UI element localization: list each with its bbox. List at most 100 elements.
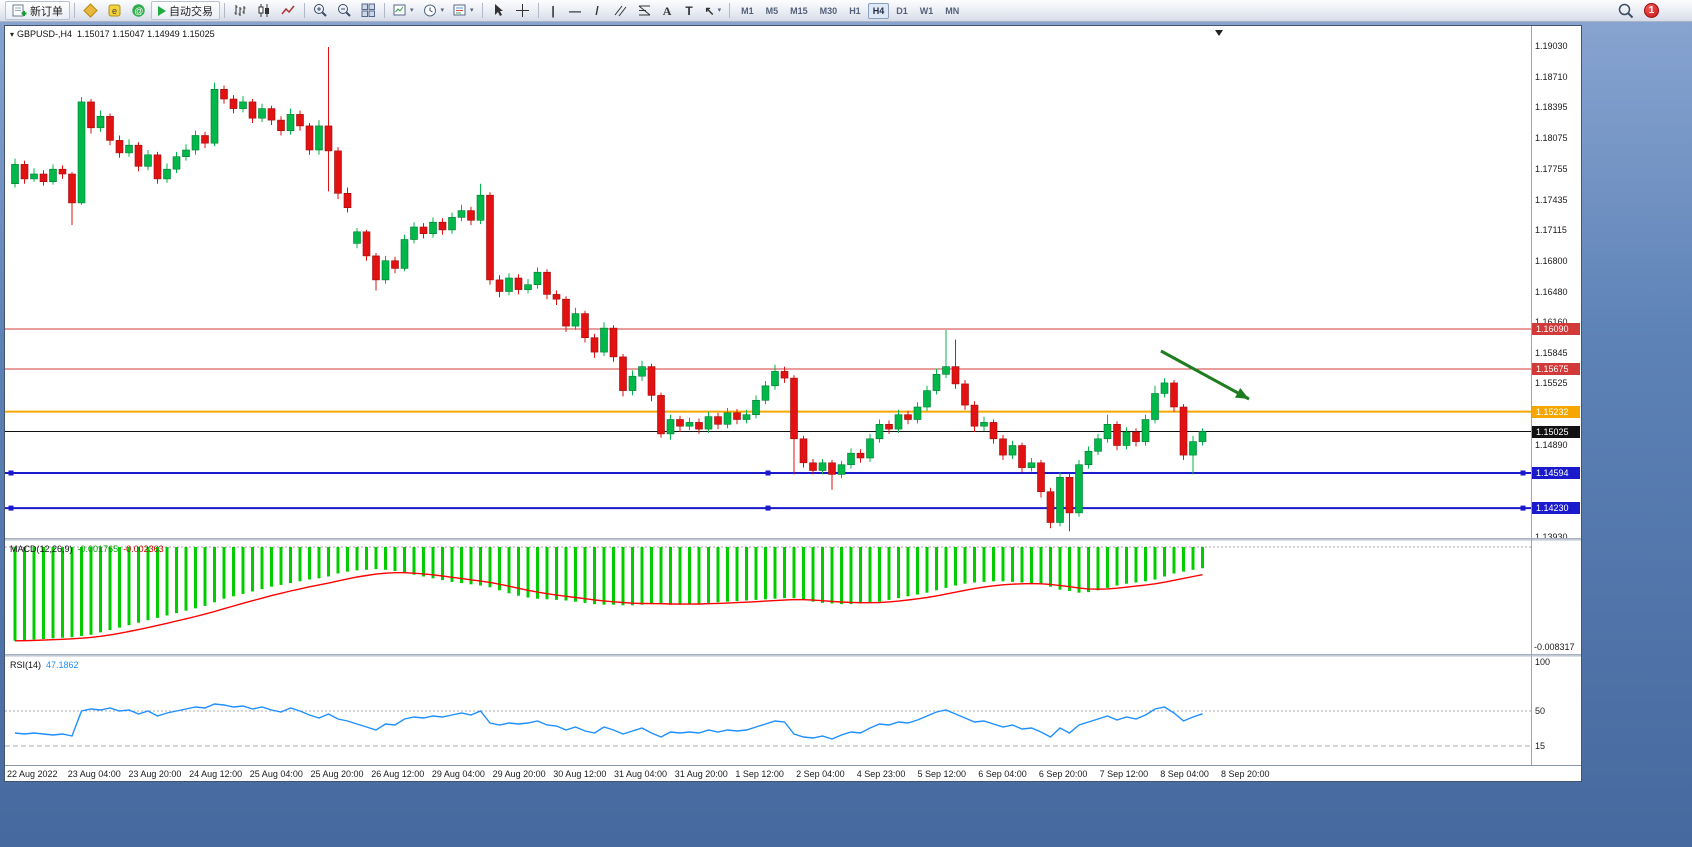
new-order-label: 新订单 bbox=[30, 5, 63, 18]
price-axis-label: 1.15525 bbox=[1535, 378, 1568, 389]
arrows-button[interactable]: ↖ ▾ bbox=[701, 1, 726, 20]
price-axis-label: 1.18075 bbox=[1535, 132, 1568, 143]
search-icon[interactable] bbox=[1618, 3, 1634, 19]
toolbar-right-group: 1 bbox=[1618, 3, 1687, 19]
new-order-icon bbox=[12, 4, 27, 17]
fibonacci-icon bbox=[638, 5, 650, 16]
time-axis-label: 25 Aug 04:00 bbox=[249, 769, 303, 779]
zoom-in-button[interactable] bbox=[309, 1, 332, 20]
line-chart-icon bbox=[281, 5, 295, 15]
timeframe-m5-button[interactable]: M5 bbox=[765, 5, 779, 16]
price-axis-label: 1.13930 bbox=[1535, 531, 1568, 538]
text-button[interactable]: A bbox=[657, 1, 678, 20]
autotrading-label: 自动交易 bbox=[169, 5, 213, 18]
fibonacci-button[interactable] bbox=[633, 1, 656, 20]
expert-advisors-button[interactable] bbox=[79, 1, 102, 20]
vertical-line-icon: | bbox=[551, 3, 555, 18]
cursor-button[interactable] bbox=[487, 1, 510, 20]
price-marker: 1.14230 bbox=[1532, 502, 1580, 515]
horizontal-line-button[interactable]: — bbox=[565, 1, 586, 20]
community-icon: @ bbox=[132, 4, 145, 17]
channel-button[interactable] bbox=[609, 1, 632, 20]
dropdown-caret-icon: ▾ bbox=[410, 7, 414, 14]
time-axis-label: 6 Sep 20:00 bbox=[1038, 769, 1088, 779]
indicators-button[interactable]: ▾ bbox=[449, 1, 478, 20]
timeframe-h4-button[interactable]: H4 bbox=[867, 2, 890, 19]
candlestick-chart-button[interactable] bbox=[253, 1, 276, 20]
trendline-button[interactable]: / bbox=[587, 1, 608, 20]
chart-window: ▾ GBPUSD-,H4 1.15017 1.15047 1.14949 1.15… bbox=[4, 25, 1582, 782]
price-axis-label: 1.17115 bbox=[1535, 225, 1567, 236]
macd-signal-value: -0.002363 bbox=[123, 544, 164, 554]
toolbar-separator bbox=[729, 3, 731, 18]
timeframe-w1-button[interactable]: W1 bbox=[919, 5, 934, 16]
panel-splitter[interactable] bbox=[5, 538, 1581, 541]
svg-text:e: e bbox=[112, 6, 117, 16]
price-axis-label: 1.14890 bbox=[1535, 439, 1568, 450]
bar-chart-button[interactable] bbox=[229, 1, 252, 20]
zoom-out-icon bbox=[338, 4, 351, 17]
price-axis-label: 1.16800 bbox=[1535, 255, 1568, 266]
price-axis-label: 1.15845 bbox=[1535, 347, 1568, 358]
timeframe-group: M1 M5 M15 M30 H1 H4 D1 W1 MN bbox=[736, 2, 964, 19]
expert-advisors-icon bbox=[83, 3, 98, 18]
rsi-chart-canvas[interactable] bbox=[5, 657, 1531, 765]
cursor-icon bbox=[494, 4, 503, 16]
line-chart-button[interactable] bbox=[277, 1, 300, 20]
macd-name: MACD(12,26,9) bbox=[10, 544, 73, 554]
community-button[interactable]: @ bbox=[127, 1, 150, 20]
new-order-button[interactable]: 新订单 bbox=[5, 1, 70, 20]
crosshair-button[interactable] bbox=[511, 1, 534, 20]
symbol-ohlc-label: ▾ GBPUSD-,H4 1.15017 1.15047 1.14949 1.15… bbox=[10, 29, 215, 39]
candlestick-chart-icon bbox=[258, 4, 269, 17]
svg-text:@: @ bbox=[134, 6, 143, 16]
expand-triangle-icon[interactable]: ▾ bbox=[10, 30, 15, 39]
new-chart-button[interactable]: ▾ bbox=[389, 1, 418, 20]
time-axis-label: 31 Aug 04:00 bbox=[614, 769, 668, 779]
timeframe-m30-button[interactable]: M30 bbox=[819, 5, 838, 16]
dropdown-caret-icon: ▾ bbox=[717, 7, 722, 14]
rsi-axis[interactable]: 100 50 15 bbox=[1532, 657, 1581, 765]
time-axis-label: 31 Aug 20:00 bbox=[674, 769, 728, 779]
toolbar-separator bbox=[481, 3, 483, 18]
zoom-out-button[interactable] bbox=[333, 1, 356, 20]
time-axis[interactable]: 22 Aug 2022 23 Aug 04:00 23 Aug 20:00 24 Au… bbox=[5, 765, 1581, 781]
price-axis-label: 1.19030 bbox=[1535, 41, 1568, 51]
price-axis-label: 1.18395 bbox=[1535, 102, 1568, 113]
macd-chart-canvas[interactable] bbox=[5, 541, 1531, 654]
time-axis-label: 2 Sep 04:00 bbox=[796, 769, 845, 779]
price-marker: 1.14594 bbox=[1532, 467, 1580, 479]
price-chart-canvas[interactable] bbox=[5, 26, 1531, 538]
chart-shift-marker[interactable] bbox=[1215, 30, 1223, 36]
price-axis[interactable]: 1.19030 1.18710 1.18395 1.18075 1.17755 1.174… bbox=[1532, 26, 1581, 538]
text-label-button[interactable]: T bbox=[679, 1, 700, 20]
timeframe-d1-button[interactable]: D1 bbox=[896, 5, 908, 16]
trendline-icon: / bbox=[595, 3, 599, 18]
time-axis-label: 22 Aug 2022 bbox=[7, 769, 58, 779]
symbol-label: GBPUSD-,H4 bbox=[17, 29, 73, 39]
timeframe-m1-button[interactable]: M1 bbox=[741, 5, 754, 16]
profiles-button[interactable]: ▾ bbox=[419, 1, 449, 20]
time-axis-label: 23 Aug 04:00 bbox=[67, 769, 121, 779]
price-marker: 1.15675 bbox=[1532, 363, 1580, 375]
time-axis-label: 29 Aug 20:00 bbox=[492, 769, 546, 779]
main-toolbar: 新订单 e @ 自动交易 bbox=[0, 0, 1692, 22]
autotrading-button[interactable]: 自动交易 bbox=[151, 1, 220, 20]
timeframe-m15-button[interactable]: M15 bbox=[790, 5, 808, 16]
toolbar-separator bbox=[537, 3, 539, 18]
price-axis-label: 1.17435 bbox=[1535, 194, 1568, 205]
macd-axis[interactable]: -0.008317 bbox=[1532, 541, 1581, 654]
notification-badge[interactable]: 1 bbox=[1644, 3, 1659, 18]
rsi-name: RSI(14) bbox=[10, 660, 42, 670]
timeframe-mn-button[interactable]: MN bbox=[945, 5, 960, 16]
panel-splitter[interactable] bbox=[5, 654, 1581, 657]
timeframe-h1-button[interactable]: H1 bbox=[849, 5, 861, 16]
metaeditor-button[interactable]: e bbox=[103, 1, 126, 20]
time-axis-label: 23 Aug 20:00 bbox=[128, 769, 182, 779]
time-axis-label: 8 Sep 04:00 bbox=[1160, 769, 1209, 779]
price-marker: 1.15232 bbox=[1532, 405, 1580, 418]
tile-windows-button[interactable] bbox=[357, 1, 380, 20]
vertical-line-button[interactable]: | bbox=[543, 1, 564, 20]
macd-panel: MACD(12,26,9) -0.001765 -0.002363 -0.008… bbox=[5, 541, 1581, 654]
rsi-label: RSI(14) 47.1862 bbox=[10, 660, 79, 670]
